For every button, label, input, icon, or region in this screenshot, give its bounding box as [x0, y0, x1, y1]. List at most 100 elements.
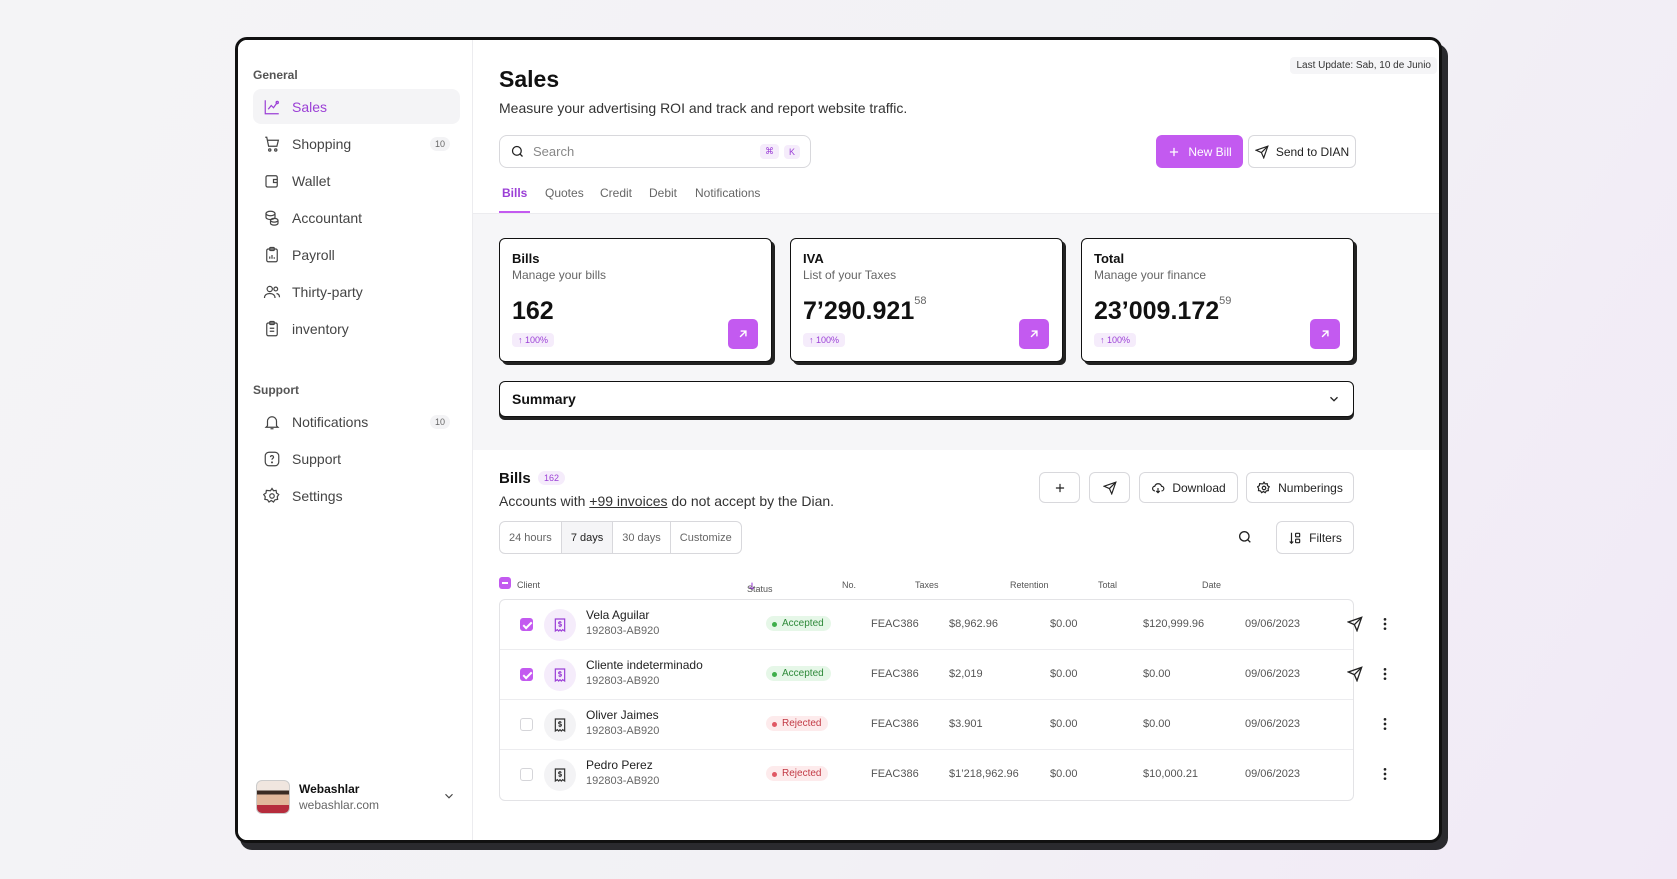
download-label: Download [1172, 480, 1226, 495]
filters-label: Filters [1309, 530, 1342, 545]
cell-total: $120,999.96 [1143, 618, 1205, 630]
tab-debit[interactable]: Debit [649, 186, 678, 200]
header-status[interactable]: Status [747, 580, 773, 594]
bills-count-badge: 162 [538, 471, 566, 485]
row-checkbox[interactable] [520, 718, 533, 731]
table-row[interactable]: Oliver Jaimes 192803-AB920 Rejected FEAC… [500, 700, 1387, 750]
support-section-title: Support [253, 383, 299, 397]
table-row[interactable]: Pedro Perez 192803-AB920 Rejected FEAC38… [500, 750, 1387, 800]
support-nav: Notifications 10 Support Settings [253, 404, 460, 515]
client-id: 192803-AB920 [586, 625, 660, 637]
summary-accordion[interactable]: Summary [499, 381, 1354, 417]
row-checkbox[interactable] [520, 768, 533, 781]
arrow-up-right-icon [1030, 330, 1038, 338]
receipt-icon [544, 609, 576, 641]
more-vertical-icon[interactable] [1377, 666, 1393, 682]
card-value: 162 [512, 297, 554, 325]
cell-retention: $0.00 [1050, 618, 1078, 630]
header-no: No. [842, 580, 857, 590]
sidebar-item-support[interactable]: Support [253, 441, 460, 476]
range-7-days[interactable]: 7 days [561, 522, 614, 553]
clipboard-list-icon [263, 320, 281, 338]
summary-title: Summary [512, 391, 576, 407]
active-tab-indicator [499, 211, 530, 213]
search-placeholder: Search [533, 144, 575, 159]
time-range-selector: 24 hours 7 days 30 days Customize [499, 521, 742, 554]
search-input[interactable]: Search ⌘ K [499, 135, 811, 168]
select-all-checkbox[interactable] [499, 577, 511, 589]
user-menu[interactable]: Webashlar webashlar.com [256, 778, 456, 816]
cell-no: FEAC386 [871, 668, 919, 680]
filters-button[interactable]: Filters [1276, 521, 1354, 554]
card-badge: ↑ 100% [512, 333, 555, 347]
avatar [256, 780, 290, 814]
cart-icon [263, 135, 281, 153]
sidebar-item-label: Sales [292, 98, 328, 115]
invoices-link[interactable]: +99 invoices [589, 493, 668, 509]
send-to-dian-label: Send to DIAN [1275, 144, 1350, 159]
sidebar-item-accountant[interactable]: Accountant [253, 200, 460, 235]
cell-retention: $0.00 [1050, 768, 1078, 780]
more-vertical-icon[interactable] [1377, 616, 1393, 632]
header-total: Total [1098, 580, 1118, 590]
general-nav: Sales Shopping 10 Wallet Accountant Payr… [253, 89, 460, 348]
range-30-days[interactable]: 30 days [613, 522, 671, 553]
gear-icon [263, 486, 281, 505]
sidebar-item-settings[interactable]: Settings [253, 478, 460, 513]
more-vertical-icon[interactable] [1377, 766, 1393, 782]
sidebar-item-thirty-party[interactable]: Thirty-party [253, 274, 460, 309]
add-button[interactable] [1039, 472, 1080, 503]
sidebar-item-wallet[interactable]: Wallet [253, 163, 460, 198]
chevron-down-icon [1330, 396, 1338, 402]
sidebar-item-shopping[interactable]: Shopping 10 [253, 126, 460, 161]
cell-no: FEAC386 [871, 618, 919, 630]
range-24-hours[interactable]: 24 hours [500, 522, 562, 553]
cell-taxes: $1’218,962.96 [949, 768, 1019, 780]
header-taxes: Taxes [915, 580, 939, 590]
sidebar-item-label: inventory [292, 320, 349, 337]
more-vertical-icon[interactable] [1377, 716, 1393, 732]
wallet-icon [263, 172, 281, 190]
send-icon[interactable] [1347, 666, 1363, 682]
numberings-button[interactable]: Numberings [1246, 472, 1354, 503]
send-icon[interactable] [1347, 616, 1363, 632]
send-button[interactable] [1089, 472, 1130, 503]
card-title: IVA [803, 251, 824, 266]
client-id: 192803-AB920 [586, 675, 660, 687]
new-bill-button[interactable]: New Bill [1156, 135, 1243, 168]
range-customize[interactable]: Customize [679, 531, 732, 544]
card-decimals: 58 [914, 295, 927, 307]
open-card-button[interactable] [1019, 319, 1049, 349]
header-date: Date [1202, 580, 1222, 590]
send-icon [1102, 480, 1117, 495]
tab-bills[interactable]: Bills [502, 186, 528, 200]
stat-card-bills: Bills Manage your bills 162 ↑ 100% [499, 238, 772, 362]
user-site: webashlar.com [299, 798, 380, 812]
tab-credit[interactable]: Credit [600, 186, 633, 200]
kbd-cmd: ⌘ [759, 144, 779, 159]
send-to-dian-button[interactable]: Send to DIAN [1248, 135, 1356, 168]
download-button[interactable]: Download [1139, 472, 1238, 503]
sidebar-item-payroll[interactable]: Payroll [253, 237, 460, 272]
cell-date: 09/06/2023 [1245, 618, 1301, 630]
chevron-down-icon [445, 793, 453, 799]
sidebar-item-label: Settings [292, 487, 343, 504]
table-row[interactable]: Vela Aguilar 192803-AB920 Accepted FEAC3… [500, 600, 1387, 650]
row-checkbox[interactable] [520, 668, 533, 681]
cell-total: $0.00 [1143, 718, 1171, 730]
tab-quotes[interactable]: Quotes [545, 186, 584, 200]
table-row[interactable]: Cliente indeterminado 192803-AB920 Accep… [500, 650, 1387, 700]
status-badge: Rejected [766, 766, 829, 781]
open-card-button[interactable] [728, 319, 758, 349]
sidebar-item-sales[interactable]: Sales [253, 89, 460, 124]
open-card-button[interactable] [1310, 319, 1340, 349]
row-checkbox[interactable] [520, 618, 533, 631]
search-icon[interactable] [1237, 529, 1253, 545]
card-badge: ↑ 100% [1094, 333, 1137, 347]
card-title: Bills [512, 251, 540, 266]
sidebar-item-inventory[interactable]: inventory [253, 311, 460, 346]
tab-notifications[interactable]: Notifications [695, 186, 761, 200]
sidebar-item-notifications[interactable]: Notifications 10 [253, 404, 460, 439]
page-title: Sales [499, 66, 560, 92]
cloud-download-icon [1152, 482, 1165, 493]
